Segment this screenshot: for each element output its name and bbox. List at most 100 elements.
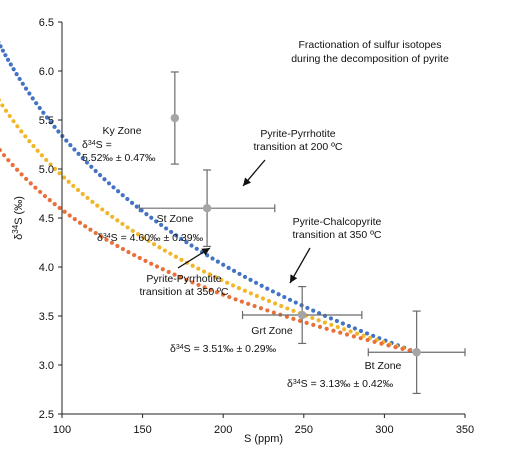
- series-1-point: [322, 320, 328, 325]
- series-2-point: [137, 255, 142, 261]
- series-2-point: [83, 224, 88, 229]
- series-1-point: [130, 228, 135, 233]
- zone-0-value: δ34S = 5.52‰ ± 0.47‰: [82, 139, 156, 164]
- series-0-point: [17, 76, 22, 82]
- series-0-point: [215, 259, 220, 264]
- series-1-point: [135, 232, 141, 237]
- series-1-point: [157, 245, 162, 250]
- x-axis-title: S (ppm): [244, 433, 283, 445]
- series-2-point: [28, 181, 33, 186]
- series-2-point: [52, 201, 57, 207]
- series-1-point: [71, 183, 76, 188]
- series-0-point: [270, 289, 276, 294]
- y-tick-label: 2.5: [39, 409, 54, 421]
- series-2-point: [178, 275, 183, 280]
- series-1-point: [27, 139, 32, 144]
- series-0-point: [84, 160, 90, 165]
- series-1-point: [316, 318, 321, 323]
- series-0-point: [134, 204, 139, 209]
- x-tick-label: 250: [295, 424, 313, 436]
- series-2-point: [190, 280, 195, 285]
- series-0-point: [179, 236, 184, 241]
- series-1-point: [219, 277, 224, 283]
- series-0-point: [358, 328, 364, 334]
- y-axis-title: δ34S (‰): [11, 196, 26, 240]
- series-2-point: [143, 258, 148, 263]
- series-2-point: [258, 306, 264, 311]
- series-0-point: [231, 268, 237, 274]
- annotation-2-arrow: [177, 247, 211, 269]
- series-0-point: [328, 316, 334, 321]
- series-1-point: [272, 301, 278, 306]
- zone-1-point: [202, 204, 212, 213]
- series-1-point: [162, 248, 167, 253]
- series-0-point: [72, 147, 77, 152]
- y-tick-label: 5.0: [39, 164, 54, 176]
- series-2-point: [57, 205, 62, 211]
- zone-1-label: St Zone: [157, 213, 194, 225]
- series-1-point: [141, 235, 146, 240]
- series-2-point: [19, 172, 24, 177]
- y-tick-label: 6.5: [39, 17, 54, 29]
- series-1-point: [52, 166, 58, 171]
- series-1-point: [85, 195, 90, 201]
- series-0-point: [253, 280, 259, 285]
- series-2-point: [400, 346, 405, 351]
- series-1-point: [213, 275, 218, 280]
- series-2-point: [98, 234, 104, 239]
- series-0-point: [364, 331, 370, 336]
- series-1-point: [230, 283, 236, 288]
- series-2-point: [265, 308, 270, 313]
- series-0-point: [5, 57, 11, 62]
- series-0-point: [3, 53, 8, 58]
- series-2-point: [132, 252, 137, 258]
- series-2-point: [317, 324, 323, 329]
- series-1-point: [3, 108, 9, 113]
- series-0-point: [293, 300, 298, 305]
- series-0-point: [164, 226, 169, 231]
- series-0-point: [299, 303, 304, 308]
- series-1-point: [207, 272, 212, 277]
- series-1-point: [80, 191, 85, 197]
- series-1-point: [57, 171, 62, 176]
- series-0-point: [184, 240, 189, 245]
- zone-0-point: [170, 113, 180, 123]
- series-0-point: [237, 271, 242, 277]
- annotation-0: Pyrite-Pyrrhotite transition at 200 ºC: [253, 128, 342, 153]
- x-tick-label: 350: [456, 424, 474, 436]
- series-2-point: [149, 261, 154, 266]
- series-0-point: [0, 44, 3, 49]
- series-2-point: [351, 334, 356, 339]
- series-1-point: [0, 103, 5, 108]
- series-0-point: [159, 222, 164, 228]
- annotation-1: Pyrite-Chalcopyrite transition at 350 ºC: [292, 216, 381, 241]
- series-1-point: [348, 329, 353, 334]
- series-0-point: [0, 48, 6, 53]
- series-0-point: [276, 292, 281, 297]
- series-1-point: [151, 242, 157, 247]
- series-1-point: [329, 322, 334, 327]
- series-1-point: [115, 218, 120, 223]
- series-1-point: [201, 269, 207, 274]
- series-2-point: [214, 290, 219, 295]
- series-2-point: [24, 176, 29, 182]
- x-tick-label: 150: [133, 424, 151, 436]
- series-1-point: [48, 162, 53, 167]
- series-0-point: [311, 308, 316, 313]
- series-1-point: [266, 298, 272, 304]
- series-2-point: [291, 316, 296, 321]
- series-1-point: [236, 286, 242, 291]
- series-2-point: [109, 240, 115, 245]
- series-2-point: [104, 237, 109, 242]
- annotation-1-arrow: [289, 247, 311, 284]
- y-tick-label: 5.5: [39, 115, 54, 127]
- series-1-point: [248, 291, 253, 296]
- series-2-point: [393, 345, 398, 350]
- series-2-point: [166, 269, 171, 275]
- series-0-point: [265, 286, 270, 291]
- series-0-point: [322, 313, 328, 318]
- series-0-point: [352, 326, 357, 331]
- series-1-point: [44, 157, 49, 163]
- series-2-point: [172, 272, 177, 277]
